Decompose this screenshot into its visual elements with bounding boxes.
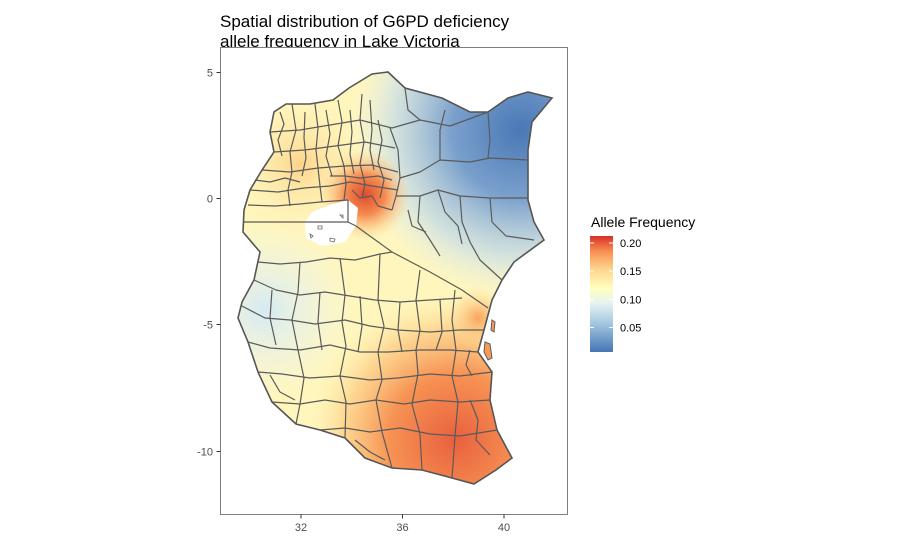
- axis-tick-labels: 32 36 40 5 0 -5 -10: [197, 68, 510, 535]
- lake-victoria: [305, 200, 358, 246]
- legend-label: 0.05: [620, 323, 641, 335]
- chart-title: Spatial distribution of G6PD deficiency …: [220, 12, 509, 52]
- axes: [216, 72, 505, 519]
- legend-label: 0.15: [620, 266, 641, 278]
- chart-title-line-2: allele frequency in Lake Victoria: [220, 32, 460, 51]
- x-tick-label: 40: [498, 522, 510, 534]
- chart-title-line-1: Spatial distribution of G6PD deficiency: [220, 12, 510, 31]
- region-borders: [241, 87, 535, 479]
- x-tick-label: 32: [295, 522, 307, 534]
- legend-title: Allele Frequency: [591, 214, 696, 230]
- y-tick-label: 0: [207, 194, 213, 206]
- y-tick-label: 5: [207, 68, 213, 80]
- legend-label: 0.20: [620, 238, 641, 250]
- country-outline: [237, 71, 554, 485]
- islands: [483, 319, 496, 361]
- lake-islands: [309, 214, 344, 243]
- y-tick-label: -5: [203, 320, 213, 332]
- x-tick-label: 36: [396, 522, 408, 534]
- y-tick-label: -10: [197, 447, 213, 459]
- legend-colorbar: [590, 236, 613, 352]
- legend-label: 0.10: [620, 295, 641, 307]
- legend: 0.20 0.15 0.10 0.05: [590, 236, 641, 352]
